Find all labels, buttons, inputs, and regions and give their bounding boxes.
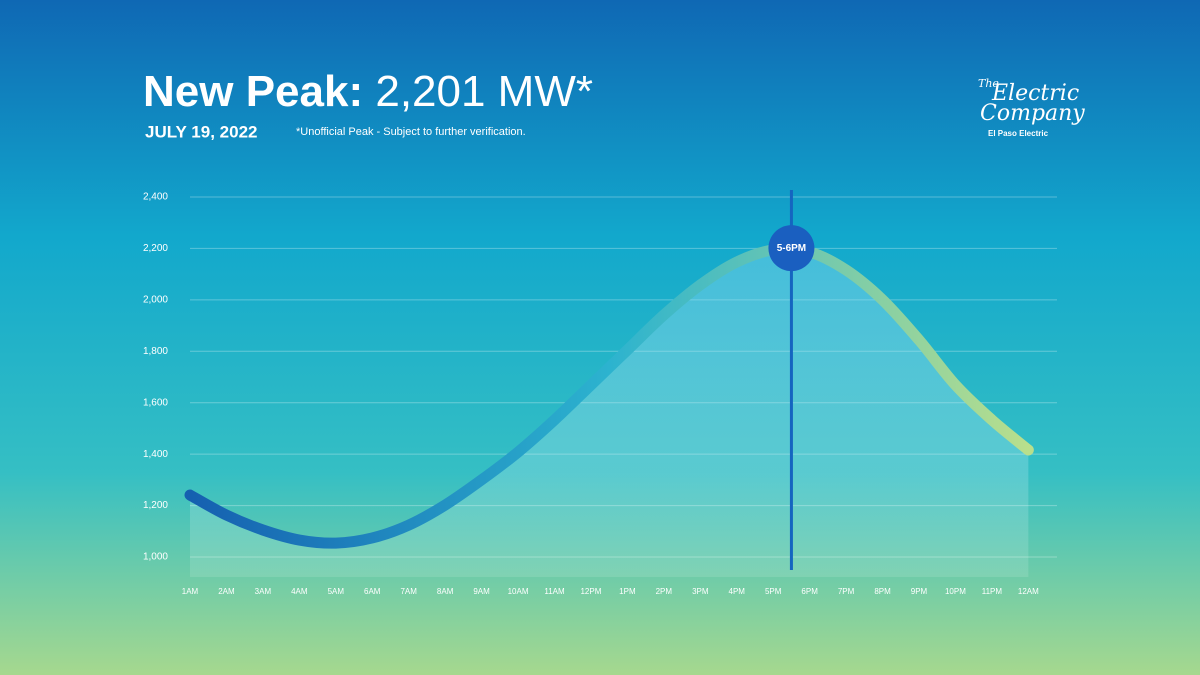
x-tick-label: 8PM (874, 587, 891, 596)
x-tick-label: 3PM (692, 587, 709, 596)
y-tick-label: 1,800 (143, 346, 168, 357)
x-tick-label: 10AM (508, 587, 529, 596)
x-tick-label: 9PM (911, 587, 928, 596)
y-tick-label: 1,200 (143, 500, 168, 511)
x-tick-label: 6AM (364, 587, 381, 596)
chart-title: New Peak: 2,201 MW* (143, 67, 593, 116)
y-tick-label: 2,400 (143, 192, 168, 203)
logo-line1: Electric (991, 81, 1079, 106)
date: JULY 19, 2022 (145, 122, 257, 141)
x-tick-label: 2PM (656, 587, 673, 596)
note: *Unofficial Peak - Subject to further ve… (296, 126, 526, 138)
logo-line2: Company (980, 101, 1085, 126)
line (184, 243, 1034, 549)
peak-marker (768, 225, 815, 272)
x-tick-label: 9AM (473, 587, 490, 596)
x-tick-label: 12AM (1018, 587, 1039, 596)
x-tick-label: 5AM (328, 587, 345, 596)
x-tick-label: 5PM (765, 587, 782, 596)
x-tick-label: 7AM (400, 587, 417, 596)
x-tick-label: 10PM (945, 587, 966, 596)
x-tick-label: 2AM (218, 587, 235, 596)
y-tick-label: 2,200 (143, 243, 168, 254)
x-tick-label: 4PM (729, 587, 746, 596)
logo: The Electric Company El Paso Electric (978, 77, 1085, 138)
x-tick-label: 1AM (182, 587, 199, 596)
y-tick-label: 1,400 (143, 449, 168, 460)
x-tick-label: 8AM (437, 587, 454, 596)
x-tick-label: 12PM (580, 587, 601, 596)
y-tick-label: 2,000 (143, 294, 168, 305)
y-tick-label: 1,000 (143, 552, 168, 563)
x-tick-label: 7PM (838, 587, 855, 596)
x-tick-label: 4AM (291, 587, 308, 596)
title-value: 2,201 MW* (375, 67, 593, 116)
x-tick-label: 3AM (255, 587, 272, 596)
y-tick-label: 1,600 (143, 397, 168, 408)
x-tick-label: 1PM (619, 587, 636, 596)
logo-the: The (978, 77, 999, 90)
x-tick-label: 11AM (544, 587, 565, 596)
area (190, 249, 1029, 577)
x-tick-label: 11PM (982, 587, 1003, 596)
x-tick-label: 6PM (801, 587, 818, 596)
logo-caption: El Paso Electric (988, 129, 1049, 138)
peak-label: 5-6PM (777, 243, 806, 254)
title-bold: New Peak: (143, 67, 363, 116)
